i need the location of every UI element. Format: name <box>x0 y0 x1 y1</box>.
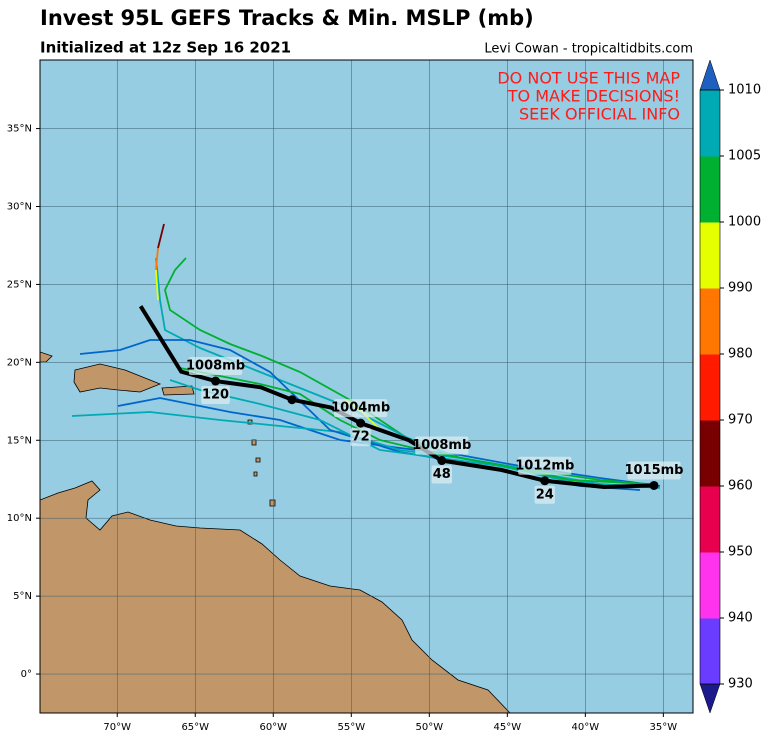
colorbar-label: 990 <box>728 281 753 296</box>
colorbar-bin <box>700 486 720 553</box>
label-box <box>518 456 572 475</box>
colorbar-bin <box>700 288 720 355</box>
warning-text: SEEK OFFICIAL INFO <box>519 105 680 124</box>
label-box <box>534 485 555 504</box>
lon-label: 45°W <box>494 722 522 733</box>
lon-label: 55°W <box>337 722 365 733</box>
pressure-label: 1008mb <box>186 359 245 374</box>
lon-label: 70°W <box>103 722 131 733</box>
label-box <box>201 386 230 405</box>
label-box <box>350 428 371 447</box>
colorbar-label: 1010 <box>728 83 761 98</box>
credit: Levi Cowan - tropicaltidbits.com <box>484 42 693 57</box>
label-box <box>415 436 469 455</box>
colorbar-bin <box>700 156 720 223</box>
lat-label: 10°N <box>7 513 32 524</box>
lat-label: 30°N <box>7 201 32 212</box>
colorbar-bin <box>700 552 720 619</box>
pressure-label: 1012mb <box>515 458 574 473</box>
label-box <box>334 399 388 418</box>
pressure-label: 1015mb <box>624 463 683 478</box>
lon-label: 60°W <box>259 722 287 733</box>
lon-label: 35°W <box>650 722 678 733</box>
colorbar-label: 1000 <box>728 215 761 230</box>
track-point <box>287 395 297 405</box>
lon-label: 40°W <box>572 722 600 733</box>
colorbar-label: 1005 <box>728 149 761 164</box>
track-point <box>356 418 366 428</box>
label-box <box>188 357 243 376</box>
lat-label: 5°N <box>13 591 32 602</box>
label-box <box>627 461 681 480</box>
colorbar-label: 980 <box>728 347 753 362</box>
colorbar-label: 940 <box>728 611 753 626</box>
track-point <box>437 456 447 466</box>
lat-label: 15°N <box>7 435 32 446</box>
pressure-label: 1008mb <box>412 438 471 453</box>
hour-label: 120 <box>202 388 229 403</box>
map-frame <box>39 59 694 714</box>
colorbar-bin <box>700 420 720 487</box>
colorbar-over <box>699 59 721 91</box>
lat-label: 35°N <box>7 124 32 135</box>
lat-label: 25°N <box>7 279 32 290</box>
lat-label: 0° <box>21 669 32 680</box>
colorbar-label: 960 <box>728 479 753 494</box>
lon-label: 50°W <box>415 722 443 733</box>
title: Invest 95L GEFS Tracks & Min. MSLP (mb) <box>40 6 534 30</box>
colorbar-bin <box>700 354 720 421</box>
lon-label: 65°W <box>181 722 209 733</box>
colorbar-bin <box>700 222 720 289</box>
colorbar-label: 970 <box>728 413 753 428</box>
track-point <box>211 376 221 386</box>
colorbar-bin <box>700 618 720 685</box>
lat-label: 20°N <box>7 357 32 368</box>
subtitle: Initialized at 12z Sep 16 2021 <box>40 39 291 57</box>
track-point <box>649 480 659 490</box>
label-box <box>431 465 452 484</box>
hour-label: 72 <box>352 430 370 445</box>
hour-label: 48 <box>433 467 451 482</box>
colorbar-label: 930 <box>728 677 753 692</box>
warning-text: TO MAKE DECISIONS! <box>507 87 680 106</box>
colorbar-bin <box>700 90 720 157</box>
warning-text: DO NOT USE THIS MAP <box>497 69 680 88</box>
track-point <box>540 476 550 486</box>
colorbar-frame <box>699 89 721 685</box>
colorbar-under <box>699 683 721 714</box>
colorbar-label: 950 <box>728 545 753 560</box>
hour-label: 24 <box>536 487 554 502</box>
pressure-label: 1004mb <box>331 401 390 416</box>
